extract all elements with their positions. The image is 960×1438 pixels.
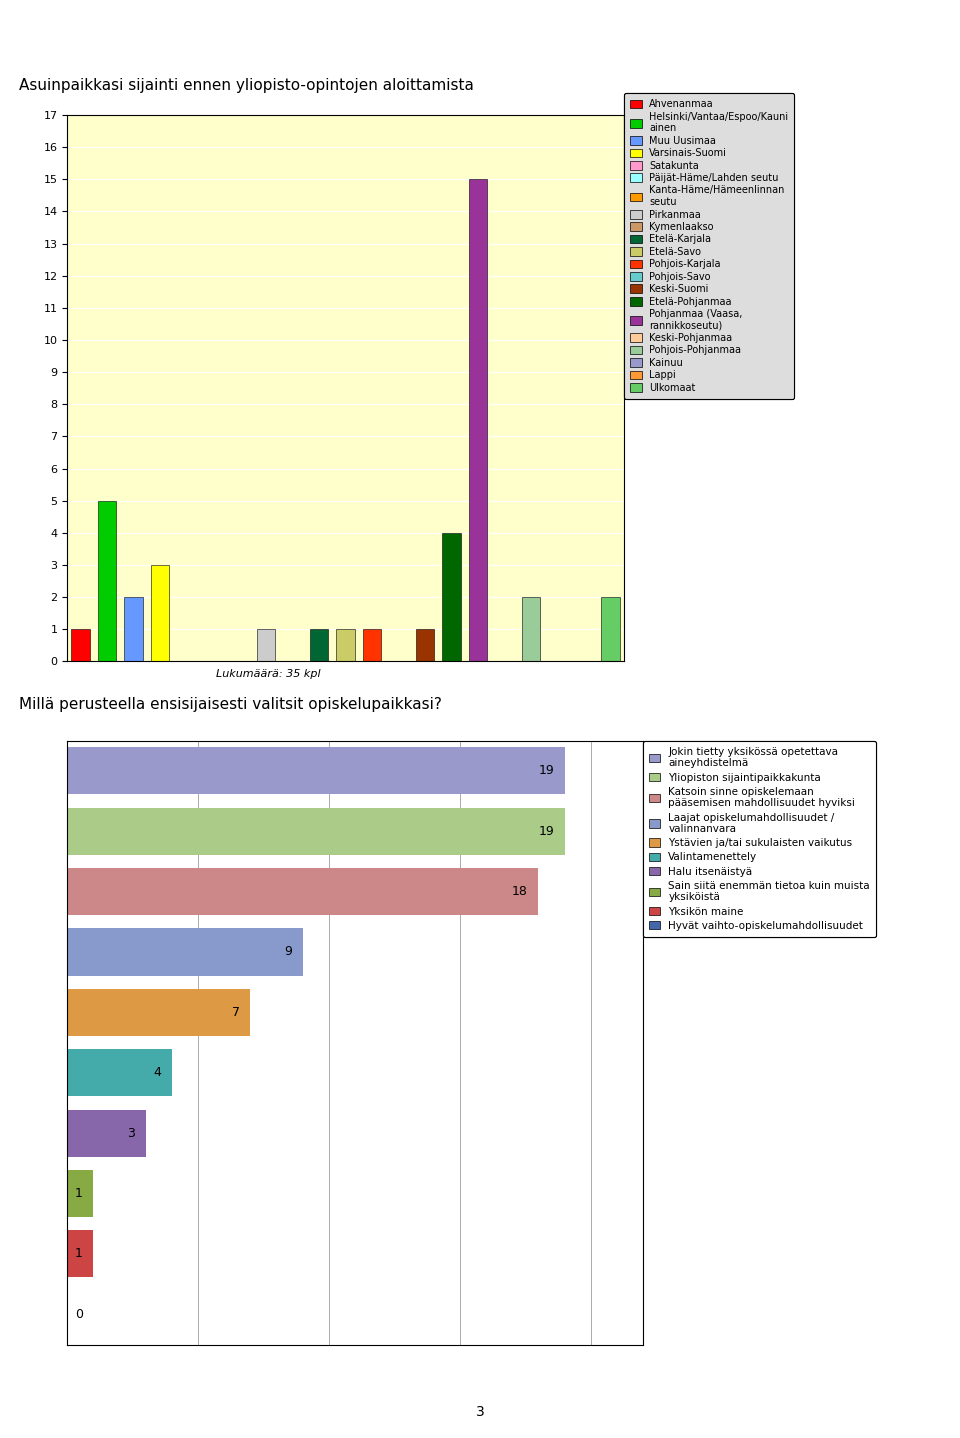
Bar xyxy=(363,630,381,661)
Bar xyxy=(443,533,461,661)
Text: 3: 3 xyxy=(128,1126,135,1140)
Text: Millä perusteella ensisijaisesti valitsit opiskelupaikkasi?: Millä perusteella ensisijaisesti valitsi… xyxy=(19,697,442,712)
Bar xyxy=(151,565,169,661)
Text: 1: 1 xyxy=(75,1186,83,1201)
Text: 19: 19 xyxy=(539,824,554,838)
Bar xyxy=(67,929,302,975)
Bar xyxy=(416,630,435,661)
Bar xyxy=(256,630,276,661)
Bar xyxy=(71,630,89,661)
Text: 9: 9 xyxy=(284,945,293,959)
Bar xyxy=(67,748,564,794)
Text: 7: 7 xyxy=(232,1005,240,1020)
Bar xyxy=(67,808,564,854)
Bar xyxy=(67,1050,172,1096)
Bar xyxy=(336,630,355,661)
Text: 1: 1 xyxy=(75,1247,83,1261)
Bar xyxy=(602,597,620,661)
Bar xyxy=(98,500,116,661)
Bar xyxy=(310,630,328,661)
Bar xyxy=(67,989,251,1035)
Text: Asuinpaikkasi sijainti ennen yliopisto-opintojen aloittamista: Asuinpaikkasi sijainti ennen yliopisto-o… xyxy=(19,79,474,93)
Text: 4: 4 xyxy=(154,1066,161,1080)
Bar xyxy=(124,597,143,661)
Text: 19: 19 xyxy=(539,764,554,778)
Legend: Ahvenanmaa, Helsinki/Vantaa/Espoo/Kauni
ainen, Muu Uusimaa, Varsinais-Suomi, Sat: Ahvenanmaa, Helsinki/Vantaa/Espoo/Kauni … xyxy=(624,93,794,398)
Bar xyxy=(67,1110,146,1156)
Bar xyxy=(522,597,540,661)
Bar xyxy=(67,1231,93,1277)
Legend: Jokin tietty yksikössä opetettava
aineyhdistelmä, Yliopiston sijaintipaikkakunta: Jokin tietty yksikössä opetettava aineyh… xyxy=(643,741,876,938)
Text: 0: 0 xyxy=(75,1307,84,1322)
Bar xyxy=(67,1171,93,1217)
Text: 3: 3 xyxy=(475,1405,485,1419)
Bar xyxy=(468,180,488,661)
Text: 18: 18 xyxy=(512,884,528,899)
Text: Lukumäärä: 35 kpl: Lukumäärä: 35 kpl xyxy=(217,669,321,679)
Bar xyxy=(67,869,539,915)
